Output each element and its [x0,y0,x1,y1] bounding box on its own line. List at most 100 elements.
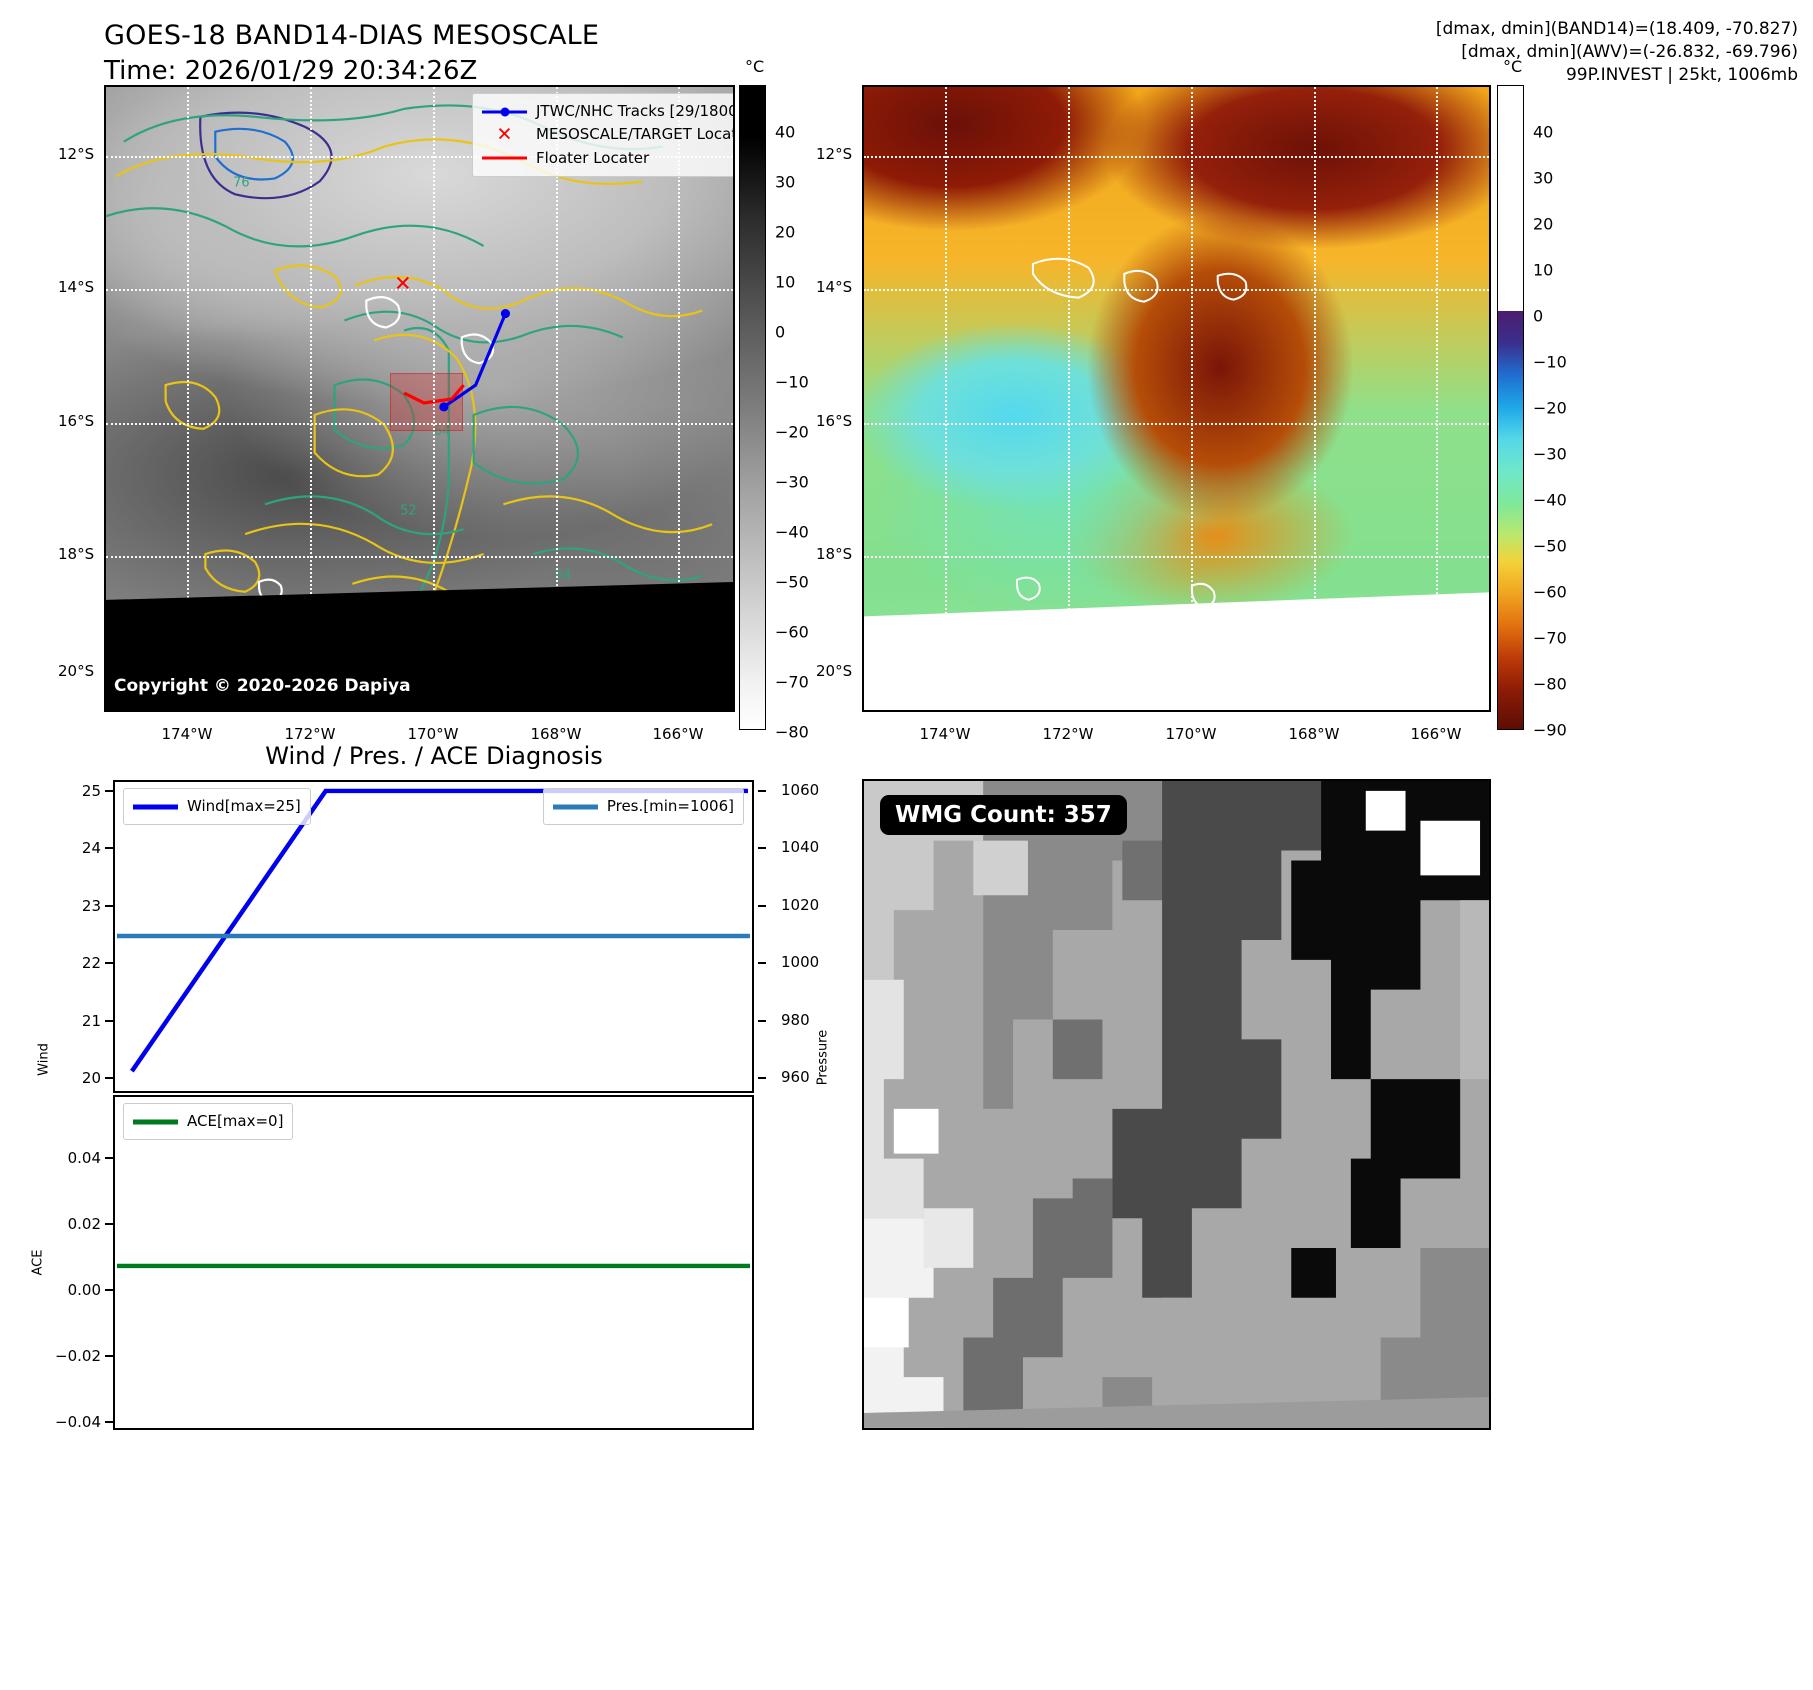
map-legend: JTWC/NHC Tracks [29/1800Z] ✕ MESOSCALE/T… [472,93,735,177]
wind-tickmark [105,962,113,964]
ace-ytick: 0.02 [67,1215,101,1233]
lat-tick-right: 16°S [816,412,853,430]
cbar-tick-right: −50 [1533,536,1567,556]
no-data-region [106,582,733,710]
cbar-tick-left: 40 [775,122,796,142]
copyright-label: Copyright © 2020-2026 Dapiya [114,676,411,696]
cbar-tick-right: 0 [1533,306,1544,326]
lat-tick-right: 12°S [816,145,853,163]
pressure-ytick: 1060 [781,781,820,799]
cbar-tick-left: 20 [775,222,796,242]
wind-axis-label: Wind [36,1043,52,1076]
awv-minmax-label: [dmax, dmin](AWV)=(-26.832, -69.796) [1461,41,1798,62]
diagnosis-chart-title: Wind / Pres. / ACE Diagnosis [265,742,603,770]
page-title: GOES-18 BAND14-DIAS MESOSCALE [104,20,600,51]
legend-label-wind: Wind[max=25] [187,797,301,815]
colorbar-unit-left: °C [745,57,765,76]
lat-tick-left: 20°S [58,662,95,680]
lon-tick-left: 172°W [284,725,336,743]
ace-tickmark [105,1223,113,1225]
legend-item-wind: Wind[max=25] [133,795,301,818]
legend-item-pressure: Pres.[min=1006] [552,795,734,818]
cbar-tick-right: −10 [1533,352,1567,372]
pressure-ytick: 1040 [781,838,820,856]
cbar-tick-right: 40 [1533,122,1554,142]
lat-tick-left: 18°S [58,545,95,563]
cbar-tick-left: 30 [775,172,796,192]
ace-tickmark [105,1157,113,1159]
ace-ytick: 0.04 [67,1149,101,1167]
legend-item-target: ✕ MESOSCALE/TARGET Location [482,123,733,146]
ace-ytick: 0.00 [67,1281,101,1299]
wind-tickmark [105,1077,113,1079]
track-line-marker-icon [482,105,527,119]
cbar-tick-right: −20 [1533,398,1567,418]
legend-label-target: MESOSCALE/TARGET Location [536,125,733,144]
legend-label-ace: ACE[max=0] [187,1112,284,1130]
pressure-tickmark [758,847,766,849]
wmg-count-panel[interactable]: WMG Count: 357 [862,779,1491,1430]
wind-ytick: 21 [81,1012,101,1030]
ace-ytick: −0.04 [55,1413,101,1431]
header-title-block: GOES-18 BAND14-DIAS MESOSCALE Time: 2026… [104,20,599,86]
legend-item-tracks: JTWC/NHC Tracks [29/1800Z] [482,100,735,123]
ace-line-icon [133,1115,178,1129]
pressure-tickmark [758,1020,766,1022]
wind-ytick: 20 [81,1069,101,1087]
pressure-ytick: 1020 [781,896,820,914]
wind-tickmark [105,1020,113,1022]
cbar-tick-left: −60 [775,622,809,642]
cbar-tick-left: −30 [775,472,809,492]
ace-ytick: −0.02 [55,1347,101,1365]
ace-plot[interactable]: ACE[max=0] [113,1095,754,1430]
colorbar-gradient-right [1497,85,1524,730]
x-marker-icon: ✕ [496,123,513,146]
wind-tickmark [105,847,113,849]
floater-target-box [390,373,463,431]
cbar-tick-left: −70 [775,672,809,692]
cbar-tick-right: −70 [1533,628,1567,648]
ace-tickmark [105,1289,113,1291]
lon-tick-right: 168°W [1288,725,1340,743]
legend-item-ace: ACE[max=0] [133,1110,283,1133]
band14-map-panel[interactable]: 76 64 64 52 ✕ JTWC/NHC Tracks [29/1800Z] [104,85,735,712]
ace-tickmark [105,1421,113,1423]
cbar-tick-left: −80 [775,722,809,742]
cbar-tick-left: −40 [775,522,809,542]
lon-tick-left: 174°W [161,725,213,743]
awv-map-panel[interactable] [862,85,1491,712]
lon-tick-right: 170°W [1165,725,1217,743]
lat-tick-left: 16°S [58,412,95,430]
timestamp-label: Time: 2026/01/29 20:34:26Z [104,56,478,86]
wind-legend: Wind[max=25] [123,788,311,826]
wind-pressure-series [116,788,750,1073]
lon-tick-right: 174°W [919,725,971,743]
wind-ytick: 25 [81,782,101,800]
pressure-axis-label: Pressure [815,1029,831,1086]
lat-tick-right: 18°S [816,545,853,563]
cbar-tick-right: −30 [1533,444,1567,464]
cbar-tick-right: −80 [1533,674,1567,694]
floater-line-icon [482,151,527,165]
wind-line-icon [133,800,178,814]
cbar-tick-left: −20 [775,422,809,442]
cbar-tick-right: 20 [1533,214,1554,234]
wind-ytick: 23 [81,897,101,915]
legend-label-tracks: JTWC/NHC Tracks [29/1800Z] [536,102,735,120]
pressure-tickmark [758,1077,766,1079]
lon-tick-left: 168°W [530,725,582,743]
pressure-tickmark [758,962,766,964]
pressure-tickmark [758,790,766,792]
band14-minmax-label: [dmax, dmin](BAND14)=(18.409, -70.827) [1435,19,1798,39]
legend-label-floater: Floater Locater [536,148,650,167]
wind-pressure-plot[interactable]: Wind[max=25] Pres.[min=1006] [113,780,754,1093]
metadata-block: [dmax, dmin](BAND14)=(18.409, -70.827) [… [1436,18,1798,86]
pressure-ytick: 980 [781,1011,810,1029]
cbar-tick-right: −60 [1533,582,1567,602]
cbar-tick-right: 10 [1533,260,1554,280]
ace-legend: ACE[max=0] [123,1103,294,1141]
pressure-ytick: 960 [781,1068,810,1086]
legend-item-floater: Floater Locater [482,147,733,170]
cbar-tick-left: −10 [775,372,809,392]
ace-axis-label: ACE [30,1249,46,1276]
